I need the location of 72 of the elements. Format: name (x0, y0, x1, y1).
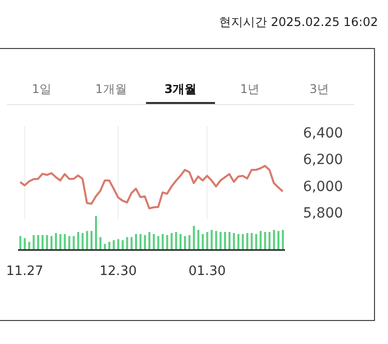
bar (272, 230, 275, 250)
bar (32, 235, 35, 250)
bar (54, 233, 57, 250)
bar (260, 230, 262, 250)
bar (152, 234, 155, 250)
bar (232, 233, 235, 250)
bar (112, 240, 115, 250)
bar (206, 232, 208, 250)
bar (184, 236, 186, 250)
bar (228, 232, 230, 250)
bar (210, 230, 213, 250)
bar (264, 232, 266, 250)
bar (220, 232, 222, 250)
bar (268, 232, 271, 250)
bar (188, 235, 190, 250)
y-tick-label: 6,000 (303, 178, 344, 195)
bar (170, 233, 173, 250)
text: 3년 (308, 81, 330, 98)
y-tick-label: 6,200 (303, 152, 344, 168)
bar (192, 226, 195, 250)
bar (162, 234, 164, 250)
bar (50, 236, 52, 250)
y-tick-label: 6,400 (303, 126, 344, 142)
bar (277, 230, 280, 250)
bar (82, 233, 84, 250)
line-series (19, 164, 284, 210)
text: 1일 (30, 81, 53, 98)
bar (139, 234, 142, 250)
bar (237, 234, 240, 250)
bar (59, 234, 62, 250)
bar (46, 235, 48, 250)
bar (28, 242, 30, 250)
bar (122, 240, 124, 250)
bar (72, 236, 75, 250)
bar (104, 244, 106, 250)
bar (19, 236, 22, 250)
bar (144, 235, 146, 250)
bar (86, 230, 88, 250)
bar (108, 242, 110, 250)
bar (42, 235, 44, 250)
bar (175, 232, 178, 250)
bar (148, 232, 150, 250)
chart-subtitle: 현지시간 2025.02.25 16:02 (219, 14, 378, 31)
bar (24, 238, 26, 250)
bar (37, 235, 40, 250)
y-tick-label: 5,800 (303, 205, 344, 222)
bar (130, 237, 133, 250)
bar (202, 234, 204, 250)
x-tick-label: 01.30 (188, 264, 226, 280)
text: 1년 (239, 81, 261, 98)
bar (77, 232, 80, 250)
bar (117, 239, 120, 250)
bar (197, 230, 200, 250)
text: 3개월 (146, 80, 216, 104)
bar (94, 216, 97, 250)
bar (246, 233, 248, 250)
bar (166, 235, 168, 250)
bar (255, 234, 258, 250)
bar (157, 236, 160, 250)
x-tick-label: 11.27 (6, 264, 44, 280)
bar (224, 232, 226, 250)
bar (242, 234, 244, 250)
bar (99, 237, 102, 250)
bar (180, 234, 182, 250)
bar (282, 230, 284, 250)
bar (90, 230, 93, 250)
bar (215, 230, 218, 250)
bar (250, 233, 253, 250)
bar (68, 236, 70, 250)
bar (135, 234, 138, 250)
x-tick-label: 12.30 (100, 264, 137, 280)
text: 1개월 (94, 81, 128, 98)
